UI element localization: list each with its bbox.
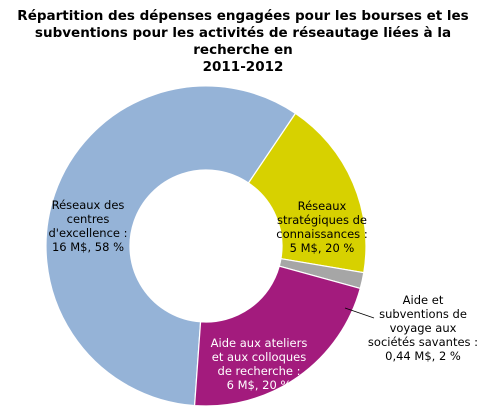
chart-title-line: 2011-2012 [202,59,284,75]
slice-aide-ateliers-colloques [193,265,362,407]
chart-title-line: Répartition des dépenses engagées pour l… [17,8,469,24]
slice-label-reseaux-centres-excellence: Réseaux des centres d'excellence : 16 M$… [48,198,128,254]
slice-label-reseaux-strategiques: Réseaux stratégiques de connaissances : … [276,199,368,255]
slice-label-aide-subventions-voyage: Aide et subventions de voyage aux sociét… [367,293,479,363]
chart-title-line: subventions pour les activités de réseau… [34,25,452,58]
chart-title: Répartition des dépenses engagées pour l… [0,8,486,76]
slice-label-aide-ateliers-colloques: Aide aux ateliers et aux colloques de re… [210,336,308,392]
slice-reseaux-centres-excellence [45,85,297,407]
slice-reseaux-strategiques [247,112,367,274]
